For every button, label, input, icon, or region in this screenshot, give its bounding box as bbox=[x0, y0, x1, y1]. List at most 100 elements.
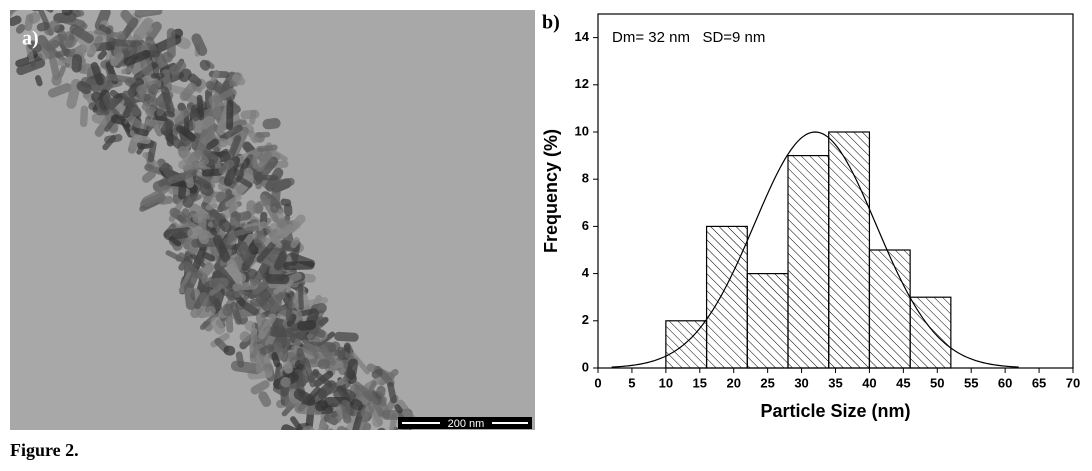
particle bbox=[387, 381, 397, 404]
particle bbox=[120, 10, 138, 29]
particle bbox=[290, 237, 300, 249]
x-tick-label: 40 bbox=[862, 375, 876, 390]
particle bbox=[186, 102, 200, 122]
particle bbox=[30, 0, 36, 6]
particle bbox=[249, 109, 257, 125]
particle bbox=[57, 30, 67, 42]
particle bbox=[199, 59, 211, 71]
panel-label: a) bbox=[22, 28, 39, 50]
particle bbox=[15, 24, 26, 34]
particle bbox=[317, 388, 327, 400]
particle bbox=[230, 225, 260, 238]
particle bbox=[353, 381, 372, 398]
x-tick-label: 15 bbox=[693, 375, 707, 390]
particle bbox=[160, 86, 175, 115]
bar bbox=[705, 225, 748, 369]
particle bbox=[290, 416, 308, 430]
x-tick-label: 70 bbox=[1066, 375, 1080, 390]
particle bbox=[199, 291, 210, 307]
particle bbox=[0, 0, 8, 6]
particle bbox=[226, 135, 242, 162]
particle bbox=[223, 345, 236, 356]
particle bbox=[16, 58, 46, 76]
particle bbox=[321, 345, 336, 366]
particle bbox=[232, 74, 246, 86]
particle bbox=[282, 260, 315, 271]
particle bbox=[196, 94, 205, 121]
particle bbox=[284, 398, 292, 412]
particle bbox=[271, 352, 281, 368]
panel-label: b) bbox=[542, 12, 560, 34]
particle bbox=[177, 146, 199, 171]
particle bbox=[150, 73, 165, 79]
particle bbox=[356, 428, 378, 447]
particle bbox=[225, 194, 242, 208]
particle bbox=[282, 360, 293, 374]
particle bbox=[394, 404, 403, 414]
particle bbox=[205, 80, 216, 91]
particle bbox=[235, 351, 245, 368]
particle bbox=[236, 175, 253, 188]
x-tick-label: 45 bbox=[896, 375, 910, 390]
particle bbox=[61, 10, 73, 16]
particle bbox=[218, 218, 232, 233]
particle bbox=[147, 140, 157, 163]
particle bbox=[196, 305, 216, 319]
particle bbox=[167, 169, 198, 184]
particle bbox=[57, 65, 66, 78]
particle bbox=[206, 138, 219, 150]
particle bbox=[90, 62, 104, 86]
particle bbox=[285, 338, 302, 365]
particle bbox=[94, 10, 111, 31]
particle bbox=[213, 87, 236, 104]
particle bbox=[226, 100, 234, 131]
particle bbox=[247, 130, 259, 144]
particle bbox=[145, 36, 158, 54]
fit-curve bbox=[611, 131, 1019, 368]
particle bbox=[157, 184, 170, 195]
particle bbox=[201, 168, 224, 177]
x-tick-label: 5 bbox=[628, 375, 635, 390]
y-tick-label: 6 bbox=[582, 218, 589, 233]
particle bbox=[318, 316, 329, 327]
x-axis-title: Particle Size (nm) bbox=[760, 401, 910, 421]
particle bbox=[270, 224, 295, 244]
particle bbox=[308, 432, 329, 448]
particle bbox=[208, 95, 222, 118]
particle bbox=[191, 33, 208, 56]
particle bbox=[121, 90, 141, 117]
particle bbox=[157, 158, 175, 180]
particle bbox=[36, 21, 50, 32]
particle bbox=[259, 344, 275, 355]
particle bbox=[195, 129, 210, 156]
particle bbox=[355, 430, 368, 443]
particle bbox=[177, 180, 187, 200]
particle bbox=[380, 396, 387, 407]
particle bbox=[251, 272, 263, 286]
particle bbox=[256, 228, 264, 240]
particle bbox=[197, 208, 207, 241]
particle bbox=[259, 193, 280, 223]
particle bbox=[43, 20, 60, 36]
particle bbox=[297, 283, 304, 311]
particle bbox=[0, 30, 4, 48]
particle bbox=[178, 271, 193, 294]
particle bbox=[47, 83, 72, 98]
particle bbox=[89, 0, 113, 10]
particle bbox=[219, 124, 243, 142]
particle bbox=[110, 114, 126, 125]
particle bbox=[127, 115, 147, 133]
particle bbox=[314, 399, 329, 412]
bar bbox=[665, 320, 708, 369]
particle bbox=[256, 144, 278, 153]
y-tick-label: 0 bbox=[582, 359, 589, 374]
particle bbox=[182, 260, 203, 279]
particle bbox=[47, 50, 61, 81]
scale-bar-box bbox=[398, 417, 532, 429]
x-tick-label: 35 bbox=[828, 375, 842, 390]
bar bbox=[746, 273, 789, 369]
y-tick-label: 2 bbox=[582, 312, 589, 327]
particle bbox=[222, 303, 233, 317]
